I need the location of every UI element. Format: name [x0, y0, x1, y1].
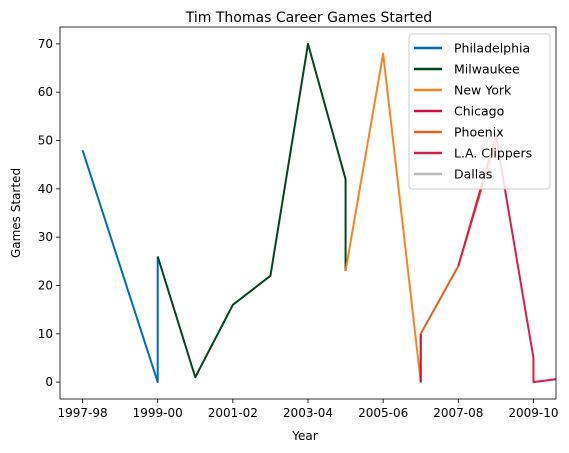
- y-tick-label: 30: [38, 230, 53, 244]
- chart-title: Tim Thomas Career Games Started: [185, 10, 432, 26]
- series-line-1: [156, 42, 347, 379]
- x-tick-label: 1997-98: [57, 406, 107, 420]
- x-axis: 1997-98 1999-00 2001-02 2003-04 2005-06 2007-…: [57, 399, 559, 420]
- y-tick-label: 10: [38, 327, 53, 341]
- y-axis-label: Games Started: [9, 168, 23, 258]
- x-tick-label: 2009-10: [508, 406, 558, 420]
- legend-entry-label: L.A. Clippers: [454, 146, 532, 161]
- y-tick-label: 50: [38, 134, 53, 148]
- legend-entry-label: Chicago: [454, 104, 504, 119]
- legend-entry-label: Milwaukee: [454, 62, 520, 77]
- x-tick-label: 2003-04: [283, 406, 333, 420]
- y-tick-label: 70: [38, 37, 53, 51]
- y-tick-label: 60: [38, 85, 53, 99]
- x-tick-label: 2005-06: [358, 406, 408, 420]
- x-tick-label: 1999-00: [133, 406, 183, 420]
- legend-entry-label: Dallas: [454, 167, 492, 182]
- y-tick-label: 0: [45, 375, 53, 389]
- x-tick-label: 2001-02: [208, 406, 258, 420]
- legend-entry-label: Phoenix: [454, 125, 504, 140]
- legend-box: [408, 33, 551, 190]
- series-line-0: [81, 149, 159, 384]
- x-axis-label: Year: [291, 429, 317, 443]
- y-axis: 0 10 20 30 40 50 60 70: [38, 37, 60, 389]
- legend: Philadelphia Milwaukee New York Chicago Phoe…: [408, 33, 551, 190]
- y-tick-label: 20: [38, 278, 53, 292]
- y-tick-label: 40: [38, 182, 53, 196]
- legend-entry-label: Philadelphia: [454, 41, 530, 56]
- legend-entry-label: New York: [454, 83, 512, 98]
- x-tick-label: 2007-08: [433, 406, 483, 420]
